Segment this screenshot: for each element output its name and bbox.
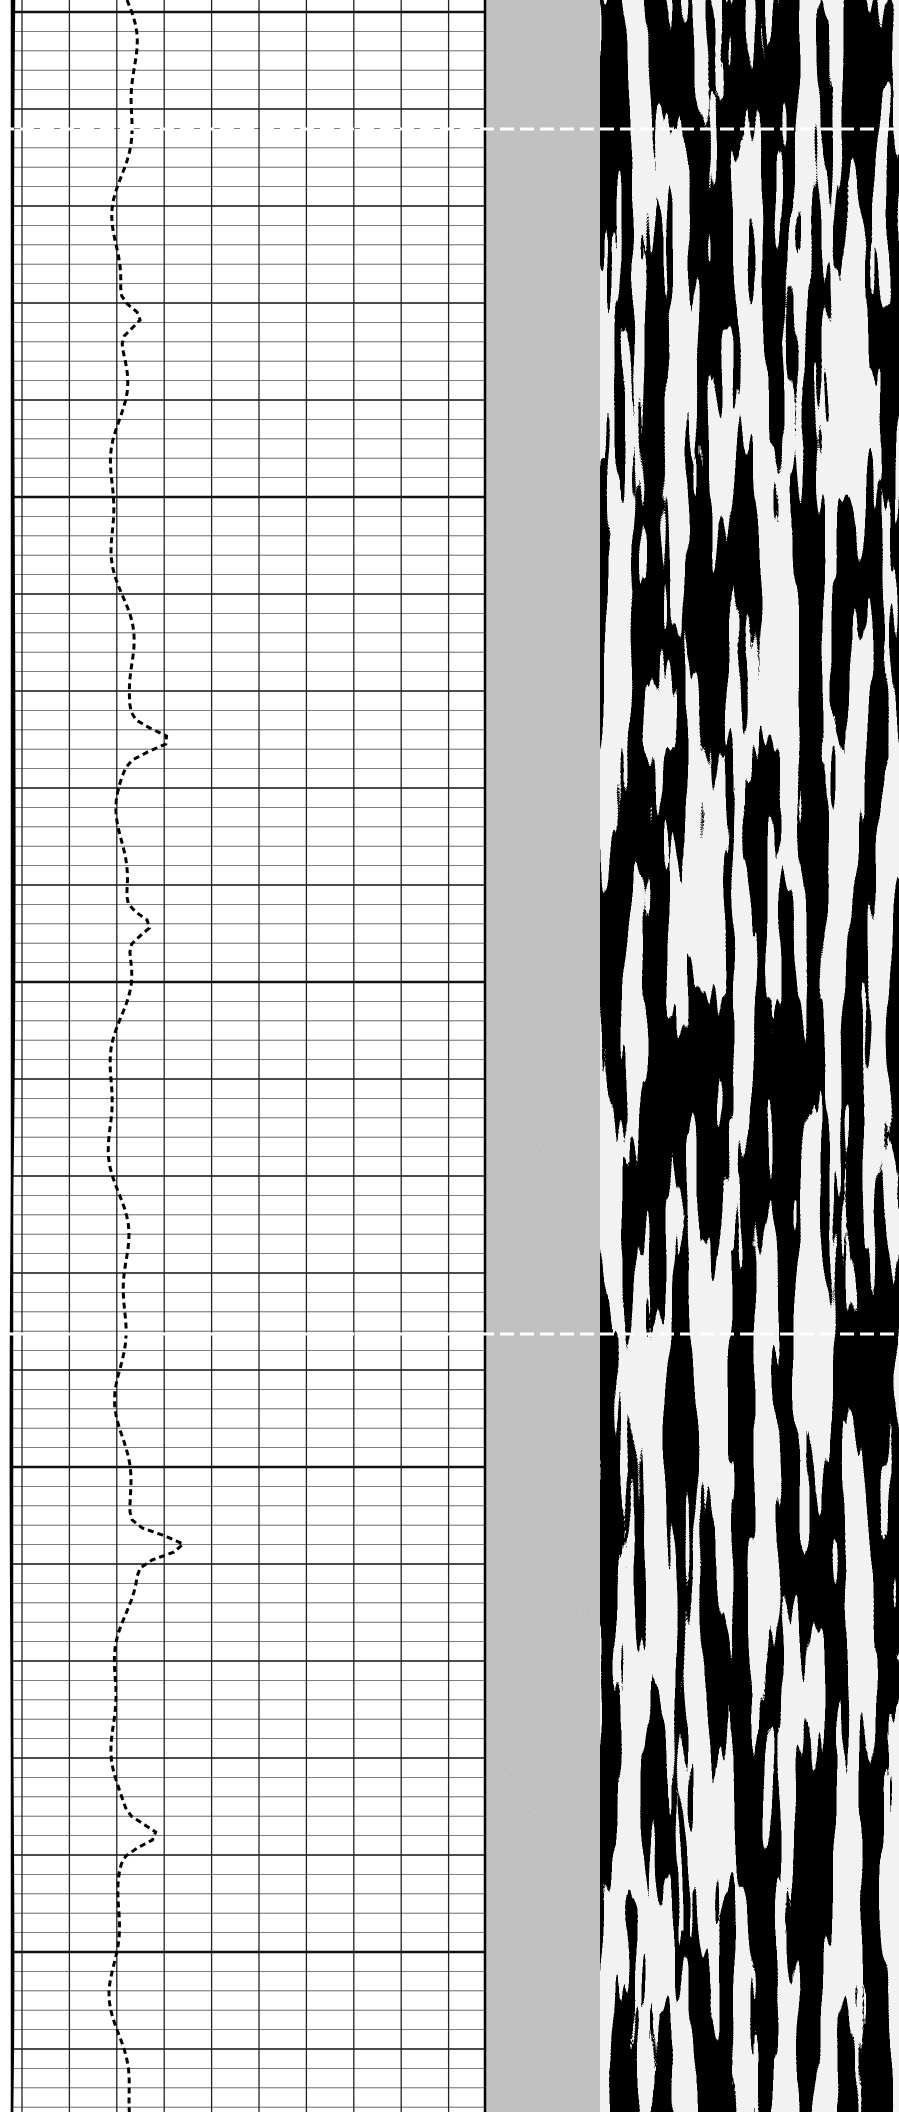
log-curve bbox=[106, 0, 186, 2112]
seismic-texture bbox=[600, 0, 899, 2112]
left-trace bbox=[9, 0, 16, 2112]
grey-band bbox=[486, 0, 600, 2112]
grid bbox=[10, 0, 487, 2112]
